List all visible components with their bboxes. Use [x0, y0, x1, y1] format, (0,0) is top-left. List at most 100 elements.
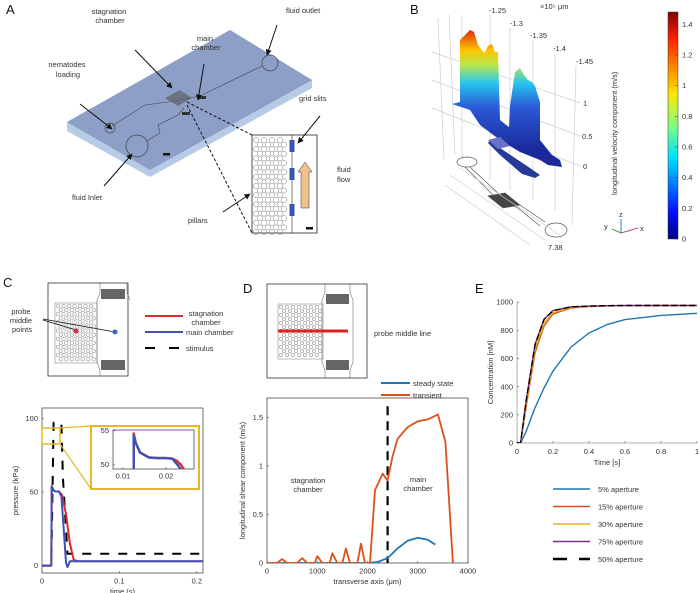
- pillar: [83, 303, 88, 309]
- y-tick-label: 200: [500, 410, 513, 419]
- pillar: [269, 229, 275, 235]
- plot-frame: [112, 429, 195, 470]
- colorbar-tick-label: 1: [682, 81, 686, 90]
- pillar: [61, 328, 66, 333]
- legend-label: 5% aperture: [598, 485, 639, 494]
- pillar: [269, 183, 275, 189]
- pillar: [269, 201, 275, 208]
- x-tick-label: 0.2: [548, 447, 558, 456]
- zoom-line: [186, 101, 253, 136]
- pillar: [91, 308, 96, 313]
- pillar: [69, 316, 74, 321]
- pillar: [58, 316, 63, 321]
- y-tick-label: 50: [101, 460, 109, 469]
- y-tick: -1.25: [489, 6, 506, 15]
- y-tick-label: 55: [101, 426, 109, 435]
- pillar: [75, 340, 80, 345]
- pillar: [77, 336, 83, 341]
- pillar: [308, 312, 314, 318]
- pillar: [284, 304, 290, 310]
- pillar: [253, 164, 259, 171]
- pillar: [261, 146, 267, 153]
- label-main-region: main chamber: [403, 475, 433, 493]
- colorbar-tick-label: 1.2: [682, 50, 692, 59]
- pillar: [83, 353, 88, 358]
- z-tick: 1: [583, 99, 587, 108]
- legend-d: steady state transient: [381, 379, 453, 400]
- pillar: [261, 137, 267, 143]
- y-tick-label: 0: [259, 559, 263, 568]
- pillar: [305, 332, 311, 338]
- pillar: [284, 312, 290, 318]
- pillar: [299, 308, 305, 314]
- y-tick-label: 0: [509, 439, 513, 448]
- pillar: [261, 210, 267, 217]
- pillar: [302, 344, 308, 350]
- pillar: [72, 303, 77, 309]
- y-tick: -1.35: [530, 31, 547, 40]
- velocity-surface-grid: [488, 137, 510, 149]
- pillar: [265, 150, 271, 157]
- pillar: [66, 328, 72, 333]
- legend-label: 75% aperture: [598, 538, 643, 547]
- pillar: [61, 344, 66, 350]
- pillar: [80, 340, 85, 345]
- series-15-aperture: [517, 304, 697, 443]
- pillar: [88, 336, 94, 341]
- label-fluid-inlet: fluid Inlet: [72, 193, 103, 202]
- device-outline: [444, 156, 568, 246]
- pillar: [314, 320, 320, 326]
- pillar: [273, 160, 279, 166]
- pillar: [77, 303, 83, 309]
- x-tick-label: 0.8: [656, 447, 666, 456]
- pillar: [58, 332, 63, 337]
- pillar: [261, 201, 267, 208]
- pillar: [58, 308, 63, 313]
- flow-arrow-icon: [297, 161, 313, 209]
- panel-c: C probe middle points stagnation chamber …: [3, 275, 234, 593]
- pillar: [83, 328, 88, 333]
- velocity-surface-channel: [488, 140, 540, 178]
- pillar: [64, 349, 69, 354]
- pillar: [265, 215, 271, 222]
- pillar: [261, 173, 267, 180]
- pillar: [269, 192, 275, 199]
- pillar: [302, 336, 308, 342]
- pillar: [253, 192, 259, 199]
- pillar: [281, 141, 287, 148]
- chart-concentration: 0 0.2 0.4 0.6 0.8 1 0 200 400 600 800 1000 Time [s] C…: [486, 298, 699, 467]
- pillar: [277, 210, 283, 217]
- pillar: [66, 336, 72, 341]
- pillar: [257, 215, 263, 222]
- pillar: [293, 316, 299, 322]
- velocity-surface: [452, 30, 562, 167]
- plot-frame: [41, 407, 204, 574]
- y-axis-label: longitudinal shear component (m/s): [238, 421, 247, 539]
- colorbar-tick-label: 1.4: [682, 20, 692, 29]
- pillar: [314, 336, 320, 342]
- pillar: [257, 169, 263, 176]
- pillar: [281, 324, 287, 330]
- colorbar-tick-label: 0.6: [682, 142, 692, 151]
- pillar: [308, 320, 314, 326]
- pillar: [64, 308, 69, 313]
- pillar: [69, 357, 74, 362]
- pillar: [314, 352, 320, 358]
- pillar: [265, 178, 271, 185]
- pillar: [269, 210, 275, 217]
- x-tick-label: 0.1: [114, 577, 124, 586]
- pillar: [75, 308, 80, 313]
- pillar: [314, 304, 320, 310]
- grid-slit: [289, 168, 295, 180]
- pillar: [88, 328, 94, 333]
- pillar: [253, 173, 259, 180]
- pillar: [257, 160, 263, 166]
- pillar: [278, 320, 284, 326]
- panel-label-a: A: [6, 2, 15, 17]
- pillar: [269, 146, 275, 153]
- pillar: [75, 349, 80, 354]
- legend-e: 5% aperture 15% aperture 30% aperture 75% a…: [553, 485, 643, 564]
- pillar: [281, 150, 287, 157]
- label-main-chamber: main chamber: [191, 34, 221, 52]
- pillar: [257, 196, 263, 203]
